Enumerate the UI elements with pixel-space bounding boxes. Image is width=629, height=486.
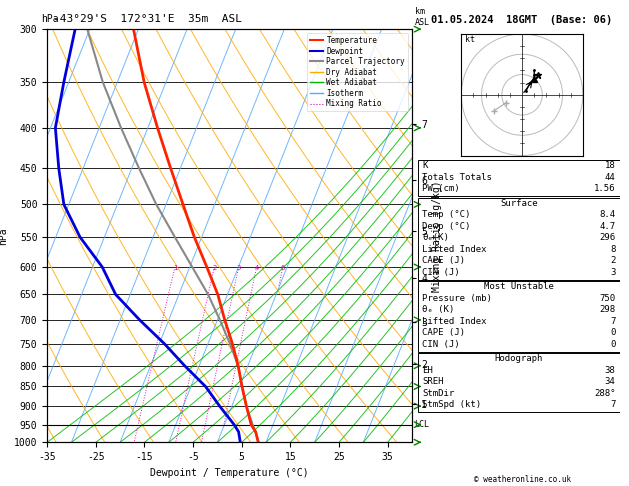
Text: θₑ(K): θₑ(K) <box>422 233 449 243</box>
Text: 2: 2 <box>212 265 216 271</box>
Text: Totals Totals: Totals Totals <box>422 173 492 182</box>
Text: kt: kt <box>465 35 476 44</box>
Bar <box>418 281 620 352</box>
Text: 34: 34 <box>605 377 616 386</box>
Bar <box>418 198 620 280</box>
Y-axis label: hPa: hPa <box>0 227 8 244</box>
Text: EH: EH <box>422 365 433 375</box>
Text: Pressure (mb): Pressure (mb) <box>422 294 492 303</box>
Text: km
ASL: km ASL <box>415 7 430 27</box>
Text: 18: 18 <box>605 161 616 170</box>
Text: CAPE (J): CAPE (J) <box>422 328 465 337</box>
Text: Most Unstable: Most Unstable <box>484 282 554 291</box>
Text: 44: 44 <box>605 173 616 182</box>
Text: LCL: LCL <box>415 420 430 429</box>
Text: © weatheronline.co.uk: © weatheronline.co.uk <box>474 474 571 484</box>
Text: CAPE (J): CAPE (J) <box>422 256 465 265</box>
Text: 7: 7 <box>610 317 616 326</box>
Text: StmDir: StmDir <box>422 389 455 398</box>
Text: K: K <box>422 161 428 170</box>
Bar <box>418 353 620 412</box>
Text: PW (cm): PW (cm) <box>422 184 460 193</box>
Text: Hodograph: Hodograph <box>495 354 543 363</box>
X-axis label: Dewpoint / Temperature (°C): Dewpoint / Temperature (°C) <box>150 468 309 478</box>
Text: 0: 0 <box>610 340 616 348</box>
Legend: Temperature, Dewpoint, Parcel Trajectory, Dry Adiabat, Wet Adiabat, Isotherm, Mi: Temperature, Dewpoint, Parcel Trajectory… <box>306 33 408 111</box>
Text: 01.05.2024  18GMT  (Base: 06): 01.05.2024 18GMT (Base: 06) <box>431 15 613 25</box>
Text: 4.7: 4.7 <box>599 222 616 231</box>
Bar <box>418 160 620 196</box>
Text: StmSpd (kt): StmSpd (kt) <box>422 400 481 409</box>
Text: 2: 2 <box>610 256 616 265</box>
Text: 7: 7 <box>610 400 616 409</box>
Text: 6: 6 <box>281 265 285 271</box>
Y-axis label: Mixing Ratio (g/kg): Mixing Ratio (g/kg) <box>433 180 442 292</box>
Text: Temp (°C): Temp (°C) <box>422 210 470 219</box>
Text: 8: 8 <box>610 245 616 254</box>
Text: 750: 750 <box>599 294 616 303</box>
Text: 38: 38 <box>605 365 616 375</box>
Text: 0: 0 <box>610 328 616 337</box>
Text: 1.56: 1.56 <box>594 184 616 193</box>
Text: -43°29'S  172°31'E  35m  ASL: -43°29'S 172°31'E 35m ASL <box>53 14 242 24</box>
Text: CIN (J): CIN (J) <box>422 340 460 348</box>
Text: 1: 1 <box>173 265 177 271</box>
Text: 288°: 288° <box>594 389 616 398</box>
Text: hPa: hPa <box>41 14 58 24</box>
Text: Dewp (°C): Dewp (°C) <box>422 222 470 231</box>
Text: 8.4: 8.4 <box>599 210 616 219</box>
Text: Lifted Index: Lifted Index <box>422 245 487 254</box>
Text: Lifted Index: Lifted Index <box>422 317 487 326</box>
Text: 296: 296 <box>599 233 616 243</box>
Text: 3: 3 <box>610 268 616 277</box>
Text: θₑ (K): θₑ (K) <box>422 305 455 314</box>
Text: CIN (J): CIN (J) <box>422 268 460 277</box>
Text: 3: 3 <box>237 265 241 271</box>
Text: 298: 298 <box>599 305 616 314</box>
Text: SREH: SREH <box>422 377 444 386</box>
Text: 4: 4 <box>255 265 259 271</box>
Text: Surface: Surface <box>500 199 538 208</box>
